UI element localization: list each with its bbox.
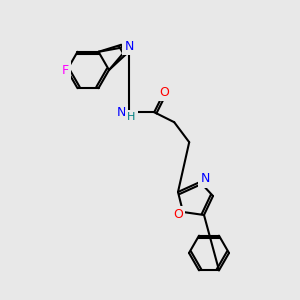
- Text: N: N: [116, 106, 126, 119]
- Text: O: O: [173, 208, 183, 221]
- Text: N: N: [200, 172, 210, 185]
- Text: N: N: [124, 40, 134, 53]
- Text: O: O: [159, 86, 169, 99]
- Text: H: H: [127, 112, 135, 122]
- Text: F: F: [61, 64, 69, 76]
